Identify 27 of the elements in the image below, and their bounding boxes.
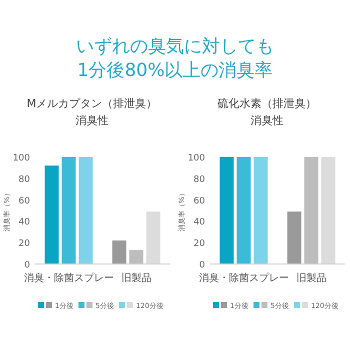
chart-title: 硫化水素（排泄臭） bbox=[218, 97, 316, 110]
text: いずれの臭気に対しても 1分後80%以上の消臭率 bbox=[76, 36, 274, 81]
y-tick-label: 40 bbox=[194, 218, 206, 228]
chart-title: Mメルカプタン（排泄臭） bbox=[26, 97, 158, 110]
y-tick-label: 80 bbox=[194, 174, 206, 185]
y-tick-label: 100 bbox=[188, 154, 206, 164]
chart-subtitle: 消臭性 bbox=[76, 114, 108, 127]
y-tick-label: 60 bbox=[18, 196, 30, 206]
x-tick-label: 消臭・除菌スプレー bbox=[198, 272, 289, 284]
chart-subtitle: 消臭性 bbox=[250, 114, 284, 127]
bar bbox=[112, 240, 126, 264]
y-tick-label: 20 bbox=[18, 239, 30, 250]
y-tick-label: 60 bbox=[194, 196, 206, 206]
y-tick-label: 100 bbox=[12, 154, 30, 164]
bar bbox=[146, 212, 160, 264]
y-tick-label: 80 bbox=[18, 174, 30, 185]
x-tick-label: 消臭・除菌スプレー bbox=[24, 272, 114, 284]
bar bbox=[62, 157, 76, 264]
y-tick-label: 20 bbox=[194, 239, 206, 250]
y-tick-label: 0 bbox=[24, 260, 30, 270]
bar bbox=[129, 250, 144, 264]
x-tick-label: 旧製品 bbox=[121, 272, 152, 284]
y-tick-label: 40 bbox=[18, 218, 30, 228]
bar bbox=[78, 157, 93, 264]
x-tick-label: 旧製品 bbox=[296, 272, 326, 284]
y-tick-label: 0 bbox=[199, 260, 206, 270]
bar bbox=[44, 166, 59, 264]
